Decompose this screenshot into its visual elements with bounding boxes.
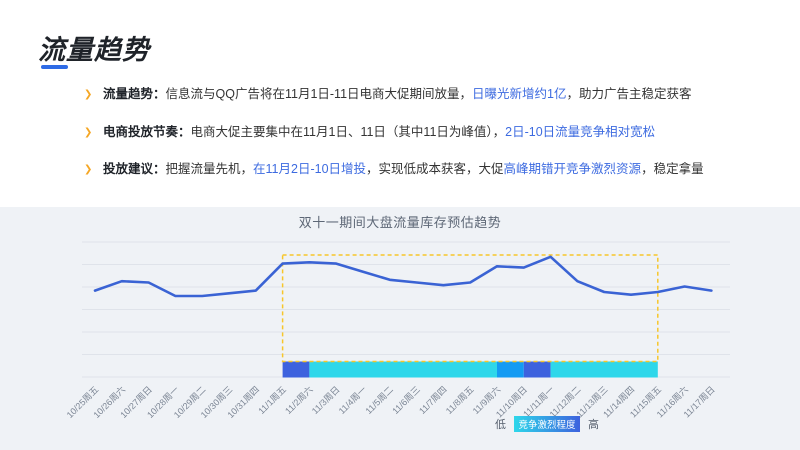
bullet-item-traffic-trend: ❯ 流量趋势：信息流与QQ广告将在11月1日-11日电商大促期间放量，日曝光新增…: [84, 86, 744, 102]
x-axis-label: 11/2周六: [282, 384, 314, 416]
title-underline: [41, 65, 68, 69]
x-axis-label: 11/3周日: [310, 384, 342, 416]
legend-low-label: 低: [495, 419, 506, 431]
chevron-right-icon: ❯: [84, 164, 93, 175]
page-title: 流量趋势: [38, 35, 150, 65]
x-axis-label: 11/6周三: [390, 384, 422, 416]
legend-high-label: 高: [588, 419, 599, 431]
bullet-list: ❯ 流量趋势：信息流与QQ广告将在11月1日-11日电商大促期间放量，日曝光新增…: [84, 86, 744, 199]
bullet-text: 电商投放节奏：电商大促主要集中在11月1日、11日（其中11日为峰值），2日-1…: [103, 124, 656, 139]
x-axis-label: 11/7周四: [417, 384, 449, 416]
bullet-text: 流量趋势：信息流与QQ广告将在11月1日-11日电商大促期间放量，日曝光新增约1…: [103, 87, 692, 101]
chart-title: 双十一期间大盘流量库存预估趋势: [298, 215, 502, 230]
chart-panel: 10/25周五 10/26周六 10/27周日 10/28周一 10/29周二 10/30…: [0, 207, 800, 450]
legend-gradient-bar: 竞争激烈程度: [514, 416, 580, 432]
x-axis-label: 11/1周五: [256, 384, 288, 416]
bullet-item-placement-advice: ❯ 投放建议：把握流量先机，在11月2日-10日增投，实现低成本获客，大促高峰期…: [84, 161, 744, 177]
chevron-right-icon: ❯: [84, 89, 93, 100]
x-axis-label: 11/5周二: [363, 384, 395, 416]
x-axis-label: 11/4周一: [337, 384, 369, 416]
traffic-trend-chart: 10/25周五10/26周六10/27周日10/28周一10/29周二10/30…: [65, 241, 730, 420]
chevron-right-icon: ❯: [84, 126, 93, 138]
x-axis-label: 11/8周五: [444, 384, 476, 416]
bullet-text: 投放建议：把握流量先机，在11月2日-10日增投，实现低成本获客，大促高峰期错开…: [103, 162, 704, 176]
bullet-item-ecommerce-pace: ❯ 电商投放节奏：电商大促主要集中在11月1日、11日（其中11日为峰值），2日…: [84, 124, 744, 140]
competition-legend: 低 竞争激烈程度 高: [495, 416, 599, 432]
